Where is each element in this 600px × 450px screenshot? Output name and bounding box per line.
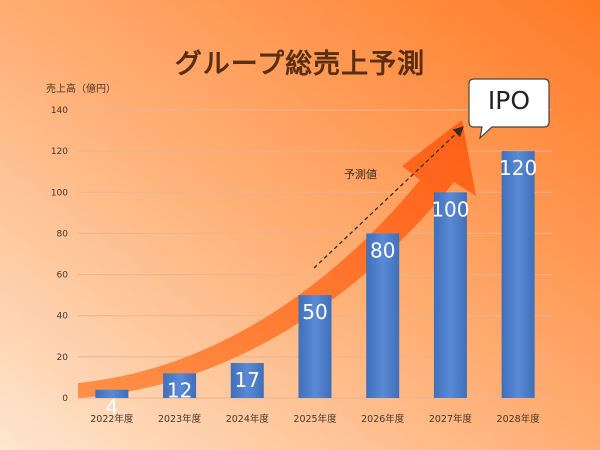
ipo-label: IPO [487, 86, 531, 115]
x-tick-label: 2023年度 [158, 413, 202, 425]
growth-arrow [78, 120, 476, 398]
data-label: 50 [302, 300, 327, 324]
y-tick-label: 120 [51, 147, 68, 157]
data-label: 120 [499, 156, 537, 180]
y-tick-label: 140 [51, 106, 68, 116]
x-axis-ticks: 2022年度 2023年度 2024年度 2025年度 2026年度 2027年度 2028… [90, 413, 540, 425]
y-axis-ticks: 0 20 40 60 80 100 120 140 [51, 106, 68, 404]
forecast-trend-line [313, 126, 464, 269]
x-tick-label: 2027年度 [429, 413, 473, 425]
bar-2022年度 [95, 389, 129, 398]
data-label: 80 [370, 238, 395, 262]
y-tick-label: 80 [57, 229, 69, 239]
bar-2023年度 [163, 373, 197, 398]
bar-2026年度 [366, 233, 400, 398]
bar-2024年度 [230, 363, 264, 398]
bars: 4 12 17 50 80 100 120 [95, 151, 537, 419]
x-tick-label: 2025年度 [293, 413, 337, 425]
y-tick-label: 60 [57, 271, 69, 281]
bar-2028年度 [501, 151, 535, 398]
chart-title: グループ総売上予測 [174, 49, 426, 80]
y-tick-label: 0 [62, 394, 68, 404]
y-tick-label: 40 [57, 312, 69, 322]
x-tick-label: 2024年度 [226, 413, 270, 425]
ipo-speech-bubble: IPO [468, 78, 550, 140]
y-tick-label: 100 [51, 188, 68, 198]
bar-2025年度 [298, 295, 332, 398]
y-tick-label: 20 [57, 353, 69, 363]
data-label: 4 [105, 395, 118, 419]
forecast-annotation: 予測値 [344, 168, 377, 181]
data-label: 100 [431, 197, 469, 221]
data-label: 12 [167, 378, 192, 402]
data-label: 17 [235, 368, 260, 392]
x-tick-label: 2026年度 [361, 413, 405, 425]
bar-2027年度 [433, 192, 467, 398]
x-tick-label: 2022年度 [90, 413, 134, 425]
y-axis-label: 売上高（億円） [46, 84, 116, 95]
x-tick-label: 2028年度 [497, 413, 541, 425]
